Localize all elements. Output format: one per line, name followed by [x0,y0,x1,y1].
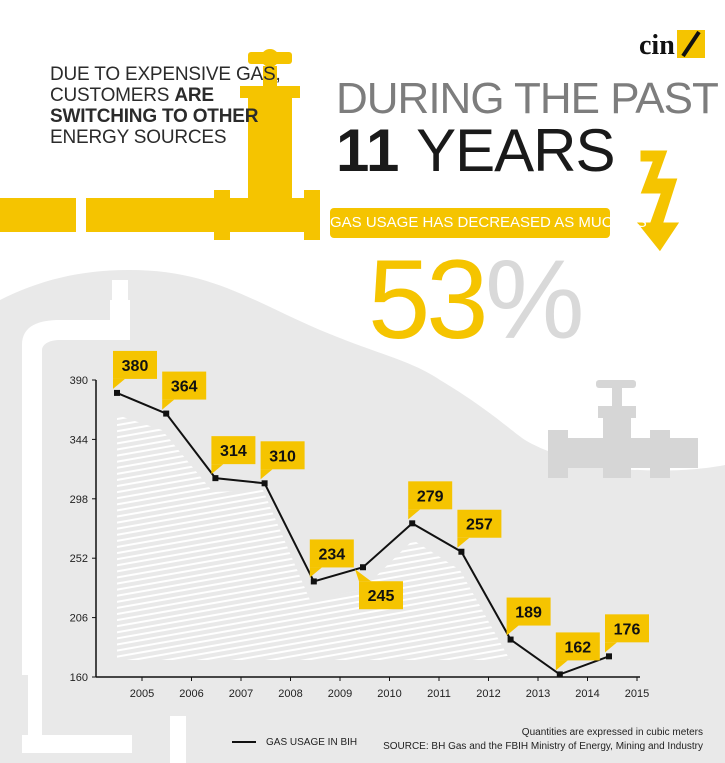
x-tick-label: 2007 [229,688,253,700]
x-tick-label: 2015 [625,688,649,700]
series-line [116,391,610,676]
callout-tail [260,469,273,480]
legend-line-swatch [232,741,256,744]
x-tick-label: 2006 [179,688,203,700]
callout-tail [457,537,470,548]
y-tick-label: 252 [70,553,88,565]
callout-tail [408,509,421,520]
callout-tail [605,642,617,653]
data-label: 314 [220,443,247,460]
logo-text: cin [639,30,675,61]
data-point [606,653,612,660]
x-tick-label: 2005 [130,688,154,700]
callout-box [260,441,305,470]
y-tick-label: 344 [70,434,88,446]
data-label: 245 [368,588,395,605]
data-label: 279 [417,488,444,505]
callout-box [113,350,157,379]
data-point [212,475,219,482]
white-pipes-left [22,280,186,763]
data-label: 310 [269,448,296,465]
headline-line-1: DUE TO EXPENSIVE GAS, [50,64,281,85]
callout-tail [355,569,371,582]
data-point [409,520,416,527]
data-label: 162 [564,639,591,656]
zigzag-arrow-icon [634,149,681,253]
callout-tail [113,378,125,389]
y-tick-label: 390 [70,375,88,387]
eleven-years: 11 YEARS [336,116,616,185]
note-units: Quantities are expressed in cubic meters [521,727,703,738]
data-point [458,548,465,555]
callout-tail [211,464,224,475]
data-label: 189 [515,605,542,622]
x-tick-label: 2013 [526,688,550,700]
y-tick-label: 160 [70,672,88,684]
decrease-ribbon: GAS USAGE HAS DECREASED AS MUCH AS [330,208,647,238]
source-note: Quantities are expressed in cubic meters… [383,726,703,754]
data-label: 380 [122,358,149,375]
x-tick-label: 2011 [427,688,451,700]
cin-logo: cin [637,26,705,62]
callout-box [605,614,649,643]
data-point [507,636,514,643]
headline: DUE TO EXPENSIVE GAS, CUSTOMERS ARE SWIT… [50,64,281,148]
data-point [360,564,366,571]
chart-legend: GAS USAGE IN BIH [232,737,357,748]
headline-line-3-text: SWITCHING TO OTHER [50,106,259,127]
y-tick-label: 206 [70,613,88,625]
data-point [556,671,563,678]
x-tick-label: 2014 [575,688,599,700]
y-tick-label: 298 [70,494,88,506]
x-tick-label: 2009 [328,688,352,700]
callout-tail [309,567,322,578]
years-number: 11 [336,117,400,184]
data-point [261,480,268,487]
yellow-pipe [0,49,320,240]
callout-tail [506,625,519,636]
callout-box [162,371,207,400]
callout-box [555,632,600,661]
callout-box [359,581,403,610]
callout-box [309,539,354,568]
x-tick-label: 2010 [377,688,401,700]
callout-box [506,597,551,626]
data-point [310,578,317,585]
gray-valve-right [548,380,698,478]
headline-line-2a: CUSTOMERS [50,85,175,106]
headline-line-2: CUSTOMERS ARE [50,85,250,106]
data-label: 176 [614,621,641,638]
percent-number: 53 [368,237,489,362]
x-tick-label: 2012 [476,688,500,700]
years-word: YEARS [416,117,615,184]
note-source: SOURCE: BH Gas and the FBIH Ministry of … [383,741,703,752]
callout-tail [162,399,175,410]
headline-line-2b: ARE [174,85,214,106]
callout-tail [555,660,568,671]
callout-box [408,481,453,510]
data-point [163,410,170,417]
data-label: 364 [171,379,198,396]
percent-sign: % [485,237,585,362]
hatched-area [117,415,510,660]
callout-box [457,509,502,538]
legend-label: GAS USAGE IN BIH [266,737,358,748]
headline-line-4: ENERGY SOURCES [50,127,227,148]
data-label: 234 [318,546,345,563]
callout-box [211,436,256,465]
headline-line-3: SWITCHING TO OTHER [50,106,258,127]
data-point [114,389,120,396]
data-label: 257 [466,517,493,534]
x-tick-label: 2008 [278,688,302,700]
